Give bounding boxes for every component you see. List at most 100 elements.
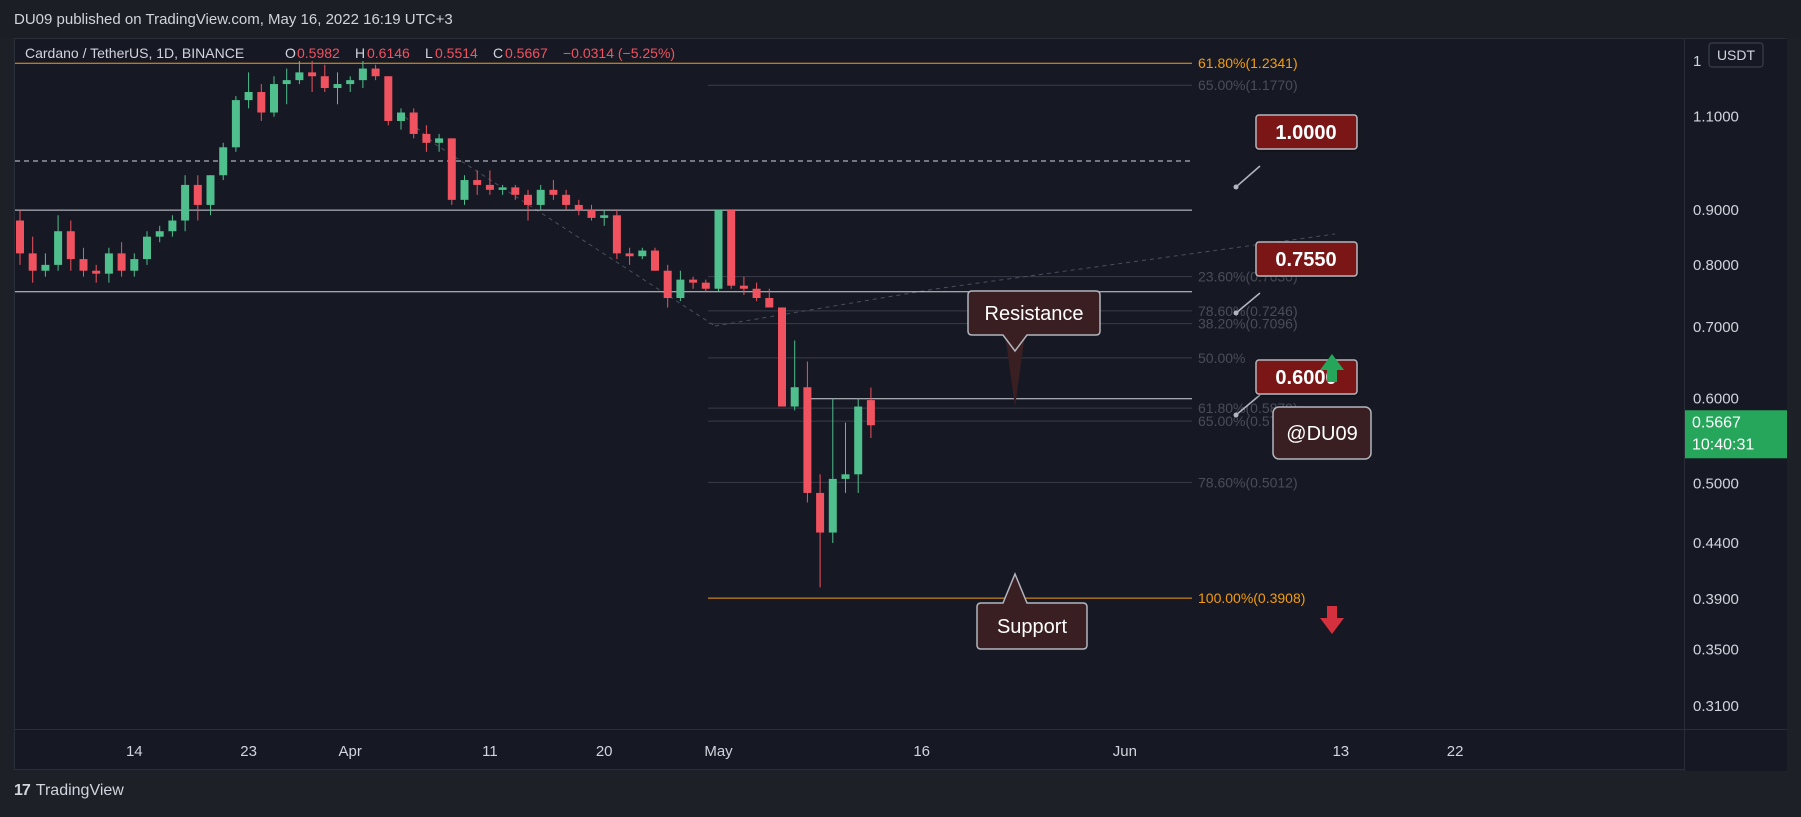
candle-body: [333, 84, 342, 89]
candle: [244, 72, 253, 109]
candle-body: [155, 231, 164, 237]
ohlc-high-label: H: [355, 45, 365, 61]
trend-line-down: [404, 116, 716, 327]
candle: [854, 398, 863, 493]
candle-body: [549, 189, 558, 195]
fibonacci-retracement[interactable]: 61.80%(1.2341)65.00%(1.1770)23.60%(0.763…: [15, 55, 1305, 606]
support-callout-text: Support: [997, 616, 1067, 638]
candle-body: [866, 400, 875, 426]
candle-body: [270, 84, 278, 113]
support-callout[interactable]: Support: [976, 572, 1088, 650]
callout-level-2-pointer: [1235, 292, 1261, 314]
candle-body: [41, 264, 50, 271]
trend-line-up: [714, 233, 1336, 327]
x-axis-ticks: 14 23 Apr 11 20 May 16 Jun 13 22: [126, 743, 1463, 760]
x-tick-label: 20: [596, 743, 613, 760]
candle-body: [193, 184, 202, 205]
candle-body: [727, 210, 736, 286]
current-price-box: [1685, 410, 1787, 459]
candle: [612, 210, 621, 260]
candle: [536, 184, 545, 211]
price-axis[interactable]: [1685, 39, 1787, 771]
ohlc-high-value: 0.6146: [367, 45, 410, 61]
candle-body: [524, 194, 532, 205]
candle: [790, 340, 799, 411]
candle: [371, 64, 380, 81]
ohlc-open-value: 0.5982: [297, 45, 340, 61]
fib-level-label: 38.20%(0.7096): [1198, 316, 1298, 332]
chart-frame[interactable]: 61.80%(1.2341) 65.00%(1.1770) 23.60%(0.763…: [14, 38, 1787, 771]
candle: [193, 175, 202, 221]
candle-body: [701, 282, 710, 289]
y-tick-label: 0.6000: [1693, 391, 1739, 408]
candle-body: [574, 204, 583, 211]
candle: [511, 184, 520, 200]
candle-body: [676, 279, 685, 299]
candle: [549, 180, 558, 200]
resistance-callout-tail: [991, 334, 1053, 407]
ohlc-low-label: L: [425, 45, 433, 61]
down-arrow-icon: [1320, 606, 1344, 634]
candle-body: [714, 210, 723, 289]
candle: [524, 189, 532, 221]
candle: [270, 76, 278, 117]
candle: [231, 96, 240, 152]
y-tick-partial: 1: [1693, 53, 1701, 70]
currency-label: USDT: [1717, 47, 1756, 63]
candle: [485, 170, 494, 195]
candle-body: [828, 478, 837, 533]
candle: [587, 204, 596, 221]
candle-body: [638, 250, 647, 257]
candle-body: [778, 307, 786, 407]
candle: [92, 264, 101, 283]
candle-body: [765, 298, 774, 308]
y-tick-label: 0.3900: [1693, 591, 1739, 608]
candle-body: [371, 68, 380, 77]
candle: [54, 215, 63, 271]
candle-body: [473, 180, 482, 185]
author-watermark-box: [1272, 406, 1372, 460]
currency-button[interactable]: [1708, 42, 1764, 68]
fib-level-label: 50.00%: [1198, 350, 1245, 366]
y-tick-label: 0.4400: [1693, 535, 1739, 552]
candle: [155, 225, 164, 243]
callout-level-3-anchor: [1233, 412, 1239, 418]
publisher-caption: DU09 published on TradingView.com, May 1…: [14, 11, 453, 28]
candle: [841, 422, 850, 493]
callout-level-1-pointer: [1235, 165, 1261, 188]
candle: [41, 253, 50, 277]
candle-body: [816, 492, 825, 533]
tradingview-logo: 17: [14, 782, 31, 799]
x-tick-label: Jun: [1113, 743, 1137, 760]
candle: [422, 125, 431, 152]
candle-body: [346, 80, 355, 85]
candle-body: [79, 259, 88, 271]
callout-level-1[interactable]: 1.0000: [1233, 114, 1358, 190]
candle: [778, 307, 786, 407]
candle: [752, 282, 761, 302]
y-axis-ticks: 1.1000 0.9000 0.8000 0.7000 0.6000 0.5000 0.44…: [1693, 109, 1739, 715]
x-tick-label: 16: [913, 743, 930, 760]
y-tick-label: 0.3500: [1693, 641, 1739, 658]
candle-body: [739, 285, 748, 289]
candle: [460, 175, 469, 205]
candle: [473, 170, 482, 195]
candle-body: [803, 387, 812, 493]
callout-level-1-text: 1.0000: [1275, 122, 1336, 144]
candle-body: [689, 279, 698, 283]
candle: [663, 264, 672, 308]
candles[interactable]: [16, 60, 875, 588]
candle: [181, 175, 190, 232]
callout-level-2-text: 0.7550: [1275, 249, 1336, 271]
candle-body: [562, 194, 571, 205]
resistance-callout[interactable]: Resistance: [967, 290, 1101, 407]
callout-level-1-anchor: [1233, 184, 1239, 190]
callout-level-2[interactable]: 0.7550: [1233, 241, 1358, 316]
candle-body: [587, 210, 596, 218]
candle: [143, 231, 151, 265]
candlestick-chart[interactable]: 61.80%(1.2341)65.00%(1.1770)23.60%(0.763…: [15, 39, 1787, 771]
candle-body: [231, 100, 240, 148]
candle-body: [28, 253, 37, 271]
x-tick-label: 13: [1332, 743, 1349, 760]
y-tick-label: 1.1000: [1693, 109, 1739, 126]
